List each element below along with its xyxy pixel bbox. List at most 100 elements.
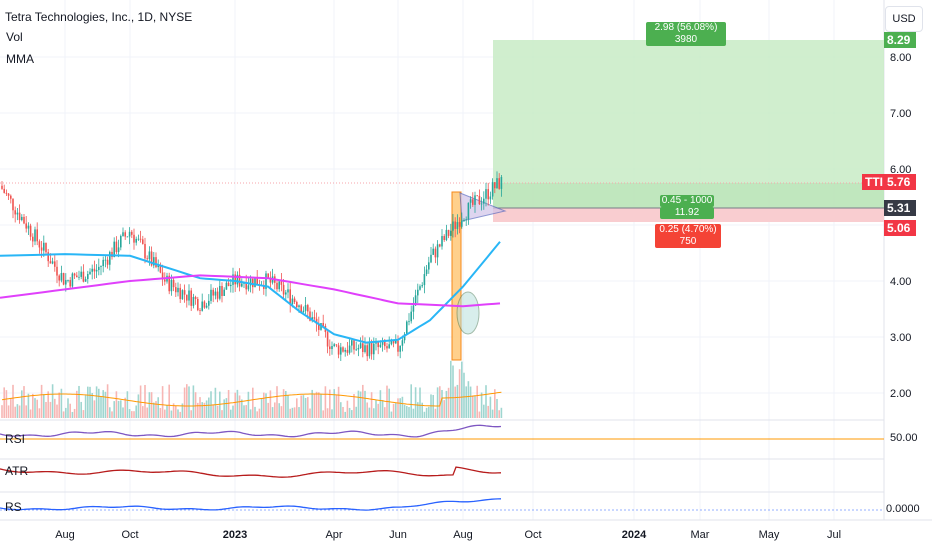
highlight-ellipse — [456, 291, 480, 335]
volume-bar — [401, 396, 404, 418]
volume-bar — [263, 392, 265, 418]
candle-body — [190, 290, 192, 306]
atr-legend[interactable]: ATR — [5, 464, 29, 478]
candle-body — [194, 296, 197, 299]
volume-bar — [177, 409, 179, 418]
candle-body — [355, 349, 357, 351]
candles — [1, 171, 503, 362]
candle-body — [82, 271, 85, 282]
candle-body — [417, 289, 419, 296]
volume-bar — [480, 392, 483, 418]
candle-body — [351, 340, 353, 346]
volume-bar — [216, 405, 219, 418]
volume-bar — [183, 387, 186, 418]
volume-bar — [109, 407, 111, 418]
candle-body — [287, 289, 289, 293]
candle-body — [188, 290, 190, 301]
volume-bar — [335, 394, 338, 418]
volume-bar — [7, 405, 10, 418]
candle-body — [456, 222, 459, 229]
candle-body — [282, 284, 285, 295]
candle-body — [104, 259, 107, 261]
volume-bar — [463, 372, 465, 418]
candle-body — [89, 271, 91, 275]
volume-bar — [58, 392, 60, 418]
volume-bar — [392, 403, 395, 418]
mma-legend[interactable]: MMA — [6, 52, 34, 66]
volume-bar — [117, 400, 120, 418]
volume-bar — [461, 361, 463, 418]
candle-body — [73, 273, 76, 276]
x-tick-label: 2023 — [223, 529, 247, 541]
x-tick-label: Jul — [827, 529, 841, 541]
candle-body — [267, 273, 269, 278]
candle-body — [368, 342, 371, 357]
volume-bar — [260, 398, 263, 418]
volume-bar — [62, 411, 65, 418]
candle-body — [49, 261, 52, 264]
y-tick-label: 3.00 — [890, 332, 911, 344]
candle-body — [346, 349, 349, 353]
candle-body — [161, 272, 164, 280]
x-tick-label: 2024 — [622, 529, 647, 541]
highlight-rectangle — [451, 191, 462, 361]
x-tick-label: Aug — [55, 529, 75, 541]
candle-body — [238, 274, 241, 287]
candle-body — [199, 310, 201, 311]
volume-bar — [27, 393, 30, 418]
atr-line — [0, 466, 502, 478]
candle-body — [40, 247, 43, 251]
candle-body — [491, 182, 494, 197]
ma-slow-line — [0, 274, 501, 308]
volume-bar — [69, 403, 71, 418]
volume-bar — [311, 389, 313, 418]
candle-body — [131, 231, 133, 235]
vol-legend[interactable]: Vol — [6, 30, 23, 44]
candle-body — [337, 345, 340, 355]
currency-button[interactable]: USD — [885, 6, 923, 32]
candle-body — [100, 266, 102, 267]
candle-body — [230, 284, 232, 287]
volume-bar — [21, 390, 23, 418]
volume-bar — [104, 391, 107, 418]
candle-body — [285, 292, 287, 295]
volume-bar — [307, 397, 309, 418]
candle-body — [465, 219, 467, 221]
volume-bar — [322, 410, 324, 418]
volume-bar — [234, 392, 236, 418]
rsi-legend[interactable]: RSI — [5, 432, 26, 446]
candle-body — [370, 342, 373, 355]
candle-body — [357, 348, 360, 350]
volume-bar — [494, 389, 496, 418]
rs-legend[interactable]: RS — [5, 500, 22, 514]
candle-body — [388, 344, 390, 349]
volume-bar — [172, 403, 175, 418]
candle-body — [304, 305, 307, 311]
candle-body — [183, 290, 186, 295]
volume-bar — [324, 386, 327, 418]
candle-body — [480, 203, 483, 205]
volume-bar — [465, 386, 467, 418]
candle-body — [406, 321, 408, 335]
volume-bar — [51, 384, 54, 418]
candle-body — [280, 281, 283, 285]
candle-body — [225, 282, 228, 290]
candle-body — [208, 300, 210, 306]
volume-bar — [82, 410, 85, 418]
volume-bar — [3, 387, 5, 418]
candle-body — [362, 343, 364, 352]
candle-body — [43, 242, 45, 251]
chart-grid — [0, 0, 884, 520]
volume-bar — [115, 391, 118, 418]
volume-bar — [146, 407, 148, 418]
candle-body — [7, 193, 10, 196]
volume-bar — [148, 392, 151, 418]
candle-body — [430, 254, 432, 263]
volume-bar — [126, 391, 129, 418]
volume-bar — [133, 411, 135, 418]
volume-bar — [98, 388, 100, 418]
volume-bar — [199, 397, 201, 418]
candle-body — [423, 274, 426, 286]
volume-bar — [500, 407, 503, 418]
